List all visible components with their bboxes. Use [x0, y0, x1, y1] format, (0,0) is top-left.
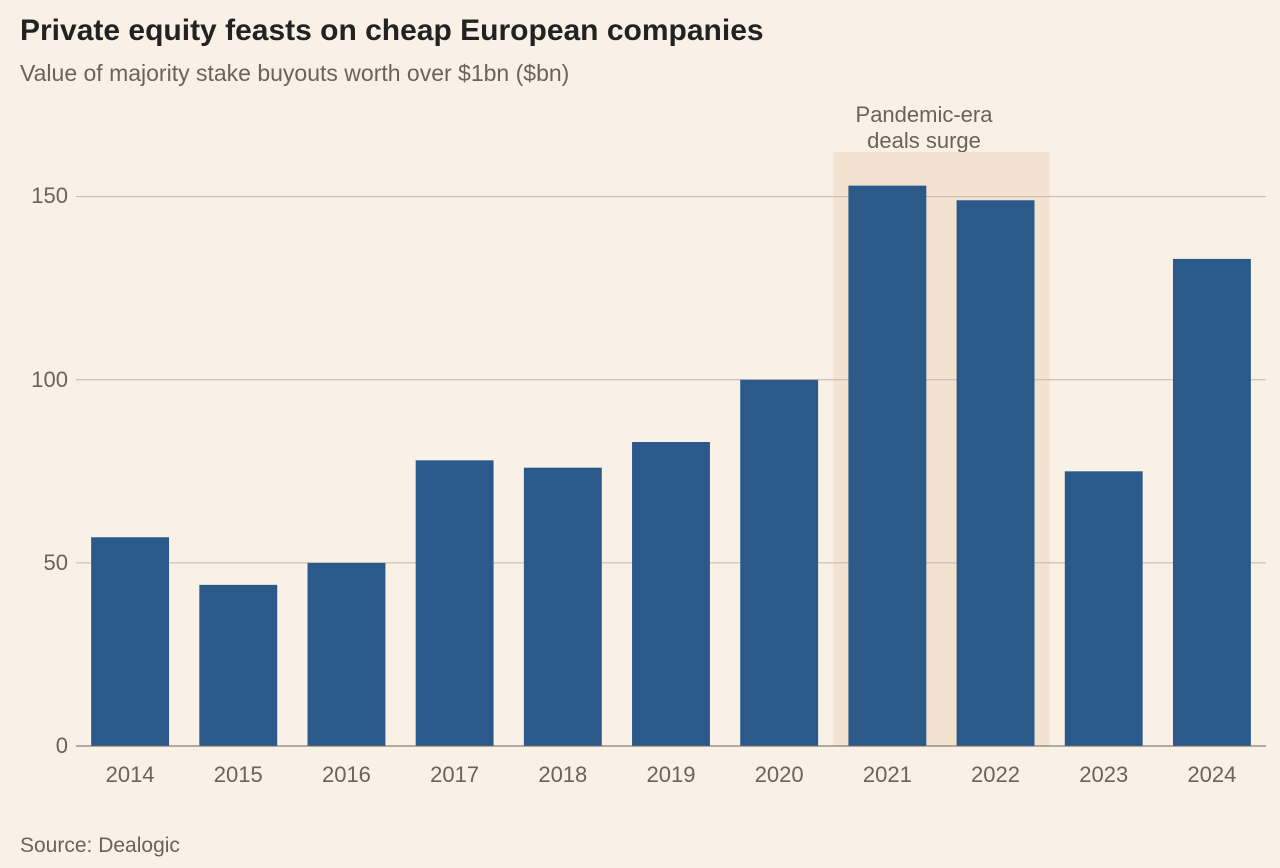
bar-2014 — [91, 537, 169, 746]
xtick-2014: 2014 — [80, 762, 180, 788]
ytick-150: 150 — [8, 183, 68, 209]
bar-2021 — [848, 186, 926, 746]
xtick-2022: 2022 — [946, 762, 1046, 788]
xtick-2017: 2017 — [405, 762, 505, 788]
bar-2016 — [308, 563, 386, 746]
bar-2023 — [1065, 471, 1143, 746]
bar-2018 — [524, 468, 602, 746]
page: Private equity feasts on cheap European … — [0, 0, 1280, 868]
chart-source: Source: Dealogic — [20, 834, 180, 858]
xtick-2023: 2023 — [1054, 762, 1154, 788]
bar-2017 — [416, 460, 494, 746]
bar-2022 — [957, 200, 1035, 746]
xtick-2016: 2016 — [296, 762, 396, 788]
bar-2024 — [1173, 259, 1251, 746]
bar-2020 — [740, 380, 818, 746]
ytick-0: 0 — [8, 733, 68, 759]
ytick-100: 100 — [8, 367, 68, 393]
bar-2019 — [632, 442, 710, 746]
ytick-50: 50 — [8, 550, 68, 576]
xtick-2019: 2019 — [621, 762, 721, 788]
xtick-2021: 2021 — [837, 762, 937, 788]
xtick-2015: 2015 — [188, 762, 288, 788]
xtick-2020: 2020 — [729, 762, 829, 788]
xtick-2018: 2018 — [513, 762, 613, 788]
xtick-2024: 2024 — [1162, 762, 1262, 788]
buyout-bar-chart — [0, 0, 1280, 826]
bar-2015 — [199, 585, 277, 746]
